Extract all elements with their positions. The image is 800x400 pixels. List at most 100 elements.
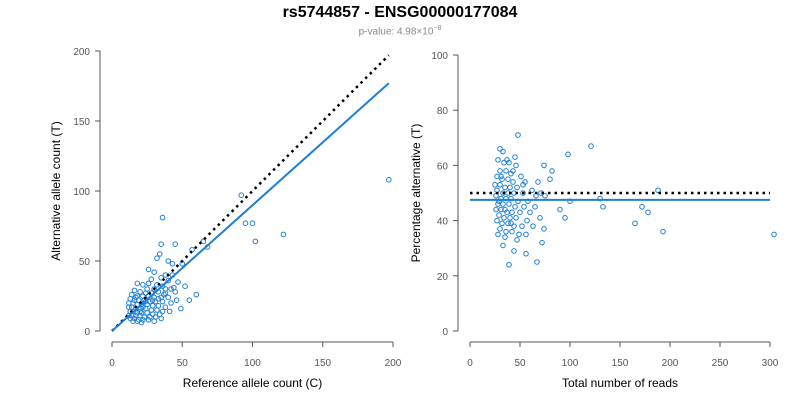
- data-point: [503, 228, 509, 235]
- data-point: [771, 231, 777, 238]
- data-point: [498, 173, 504, 180]
- y-tick-label: 80: [437, 106, 449, 117]
- data-point: [151, 286, 157, 292]
- x-tick-label: 250: [712, 358, 729, 369]
- data-point: [655, 187, 661, 194]
- x-tick-label: 300: [762, 358, 779, 369]
- data-point: [147, 314, 153, 320]
- data-point: [512, 204, 518, 210]
- y-axis-title: Alternative allele count (T): [49, 121, 63, 260]
- x-tick-label: 150: [314, 358, 331, 369]
- data-point: [138, 319, 145, 326]
- data-point: [162, 290, 169, 297]
- data-point: [515, 132, 521, 138]
- y-tick-label: 20: [437, 272, 449, 283]
- data-point: [534, 259, 540, 265]
- data-point: [588, 143, 594, 149]
- data-point: [159, 283, 166, 290]
- data-point: [172, 241, 179, 247]
- data-point: [521, 204, 527, 210]
- data-point: [495, 231, 501, 238]
- data-point: [138, 310, 145, 316]
- data-point: [173, 297, 180, 304]
- data-point: [145, 317, 152, 323]
- y-tick-label: 0: [442, 327, 448, 338]
- data-point: [520, 181, 526, 188]
- data-point: [186, 297, 193, 304]
- data-point: [517, 209, 523, 216]
- data-point: [508, 220, 514, 227]
- chart-title: rs5744857 - ENSG00000177084: [282, 4, 518, 21]
- data-point: [280, 231, 287, 238]
- data-point: [660, 228, 666, 235]
- data-point: [549, 168, 555, 174]
- data-point: [145, 266, 152, 273]
- data-point: [506, 261, 512, 268]
- y-tick-label: 0: [84, 327, 90, 338]
- data-point: [140, 317, 146, 323]
- data-point: [497, 226, 503, 232]
- y-tick-label: 100: [73, 187, 90, 198]
- data-point: [169, 261, 176, 267]
- data-point: [156, 251, 163, 257]
- data-point: [166, 308, 173, 315]
- data-point: [639, 204, 645, 210]
- data-point: [242, 220, 249, 226]
- data-point: [500, 242, 506, 249]
- x-tick-label: 200: [662, 358, 679, 369]
- data-point: [152, 298, 159, 305]
- data-point: [155, 296, 162, 302]
- data-point: [140, 304, 146, 311]
- data-point: [145, 280, 152, 287]
- chart-subtitle: p-value: 4.98×10−8: [0, 25, 800, 37]
- data-point: [509, 209, 515, 216]
- data-point: [523, 231, 529, 238]
- data-point: [154, 255, 160, 262]
- data-point: [539, 239, 545, 246]
- y-tick-label: 40: [437, 217, 449, 228]
- data-point: [495, 201, 501, 207]
- data-point: [497, 146, 503, 152]
- data-point: [513, 162, 519, 169]
- data-point: [252, 238, 259, 245]
- data-point: [511, 223, 517, 229]
- data-point: [501, 215, 507, 221]
- data-point: [504, 157, 510, 163]
- data-point: [495, 157, 501, 163]
- x-tick-label: 100: [244, 358, 261, 369]
- data-point: [632, 220, 638, 227]
- data-point: [162, 304, 169, 311]
- y-tick-label: 60: [437, 161, 449, 172]
- data-point: [562, 215, 568, 221]
- data-point: [503, 168, 509, 174]
- x-axis-title: Total number of reads: [562, 376, 678, 390]
- data-point: [165, 277, 171, 284]
- data-point: [505, 220, 511, 227]
- data-point: [158, 241, 164, 247]
- x-tick-label: 50: [514, 358, 526, 369]
- x-tick-label: 50: [177, 358, 189, 369]
- data-point: [537, 215, 543, 221]
- x-tick-label: 0: [109, 358, 115, 369]
- data-point: [516, 231, 522, 238]
- data-point: [165, 294, 171, 301]
- data-point: [514, 184, 520, 191]
- data-point: [161, 291, 167, 298]
- data-point: [514, 237, 520, 243]
- data-point: [238, 192, 245, 198]
- data-point: [182, 283, 188, 290]
- data-point: [137, 308, 143, 315]
- data-point: [151, 318, 157, 325]
- data-point: [158, 315, 164, 322]
- data-point: [565, 151, 571, 158]
- data-point: [165, 258, 171, 264]
- data-point: [535, 179, 541, 185]
- data-point: [498, 206, 504, 213]
- data-point: [520, 190, 526, 196]
- reference-line: [111, 54, 390, 332]
- data-point: [532, 204, 538, 210]
- data-point: [134, 280, 141, 287]
- y-axis-title: Percentage alternative (T): [409, 124, 423, 263]
- y-tick-label: 200: [73, 47, 90, 58]
